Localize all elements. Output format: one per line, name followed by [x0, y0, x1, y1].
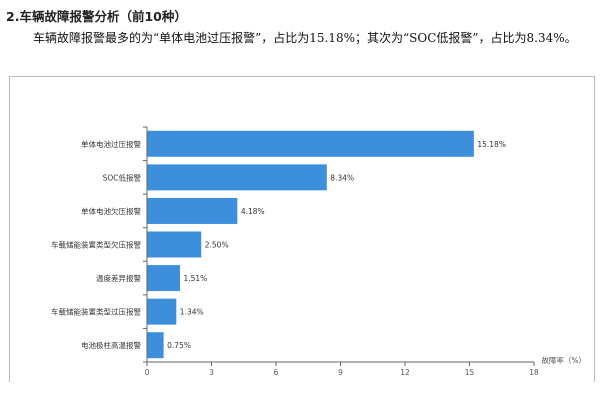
- summary-paragraph: 车辆故障报警最多的为“单体电池过压报警”，占比为15.18%；其次为“SOC低报…: [33, 31, 577, 45]
- x-tick-label: 3: [209, 368, 214, 377]
- bar-value-label: 1.34%: [180, 308, 204, 317]
- category-label: 单体电池过压报警: [81, 139, 141, 149]
- bar-value-label: 0.75%: [167, 341, 191, 350]
- chart-frame: [9, 76, 595, 382]
- category-label: 车载储能装置类型欠压报警: [51, 240, 141, 250]
- x-tick-label: 18: [529, 368, 539, 377]
- bar-value-label: 2.50%: [205, 241, 229, 250]
- x-tick-label: 9: [338, 368, 343, 377]
- bar: [147, 265, 180, 292]
- bar: [147, 332, 164, 359]
- category-label: 车载储能装置类型过压报警: [51, 307, 141, 317]
- bar: [147, 130, 474, 157]
- bar: [147, 298, 177, 325]
- category-label: 电池极柱高温报警: [81, 340, 141, 350]
- bar: [147, 197, 238, 224]
- category-label: SOC低报警: [103, 172, 142, 182]
- section-heading: 2.车辆故障报警分析（前10种）: [6, 9, 187, 24]
- x-tick-label: 6: [274, 368, 279, 377]
- x-tick-label: 15: [465, 368, 475, 377]
- x-tick-label: 12: [400, 368, 410, 377]
- bar: [147, 231, 202, 258]
- bar: [147, 164, 327, 191]
- x-axis-title: 故障率（%）: [541, 355, 586, 365]
- category-label: 温度差异报警: [96, 273, 141, 283]
- x-tick-label: 0: [145, 368, 150, 377]
- bar-value-label: 4.18%: [241, 207, 265, 216]
- bar-value-label: 15.18%: [477, 140, 506, 149]
- bar-value-label: 8.34%: [330, 173, 354, 182]
- bar-value-label: 1.51%: [183, 274, 207, 283]
- category-label: 单体电池欠压报警: [81, 206, 141, 216]
